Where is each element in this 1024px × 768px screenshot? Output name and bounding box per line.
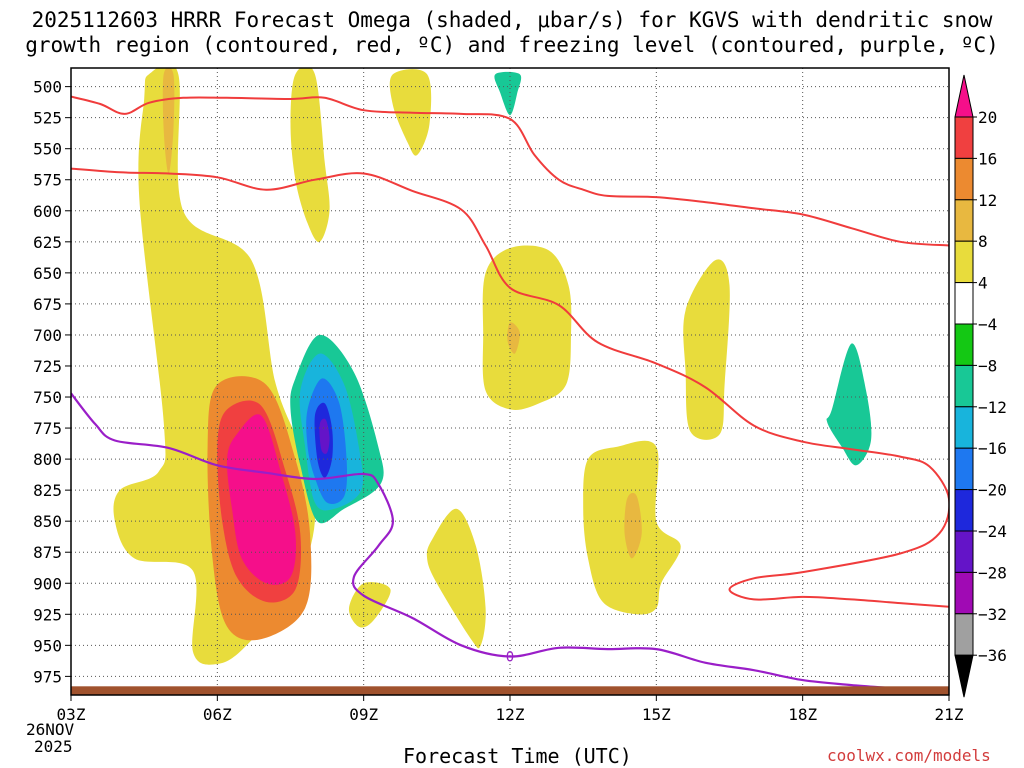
x-tick-label: 12Z [496, 705, 525, 724]
y-tick-label: 750 [33, 388, 62, 407]
colorbar-segment [954, 613, 974, 656]
y-tick-label: 975 [33, 667, 62, 686]
omega-shading [113, 68, 872, 665]
colorbar-top-arrow [954, 74, 974, 118]
colorbar-label: 20 [978, 108, 997, 127]
x-tick-label: 15Z [642, 705, 671, 724]
colorbar-segment [954, 116, 974, 159]
colorbar-label: −20 [978, 481, 1007, 500]
colorbar-segment [954, 406, 974, 449]
y-tick-label: 775 [33, 419, 62, 438]
y-tick-label: 550 [33, 140, 62, 159]
yellow-blob-12z [482, 245, 572, 410]
yellow-upper-streak-08z [290, 68, 330, 243]
y-tick-label: 500 [33, 78, 62, 97]
y-tick-label: 600 [33, 202, 62, 221]
ground-layer [71, 686, 949, 695]
colorbar-label: 8 [978, 232, 988, 251]
y-tick-label: 575 [33, 171, 62, 190]
colorbar-segment [954, 364, 974, 408]
y-tick-label: 650 [33, 264, 62, 283]
chart-title-line-1: 2025112603 HRRR Forecast Omega (shaded, … [31, 8, 993, 32]
x-tick-label: 18Z [788, 705, 817, 724]
colorbar-label: 12 [978, 191, 997, 210]
contour-lines [71, 95, 949, 693]
colorbar-segment [954, 157, 974, 201]
y-tick-label: 625 [33, 233, 62, 252]
y-tick-label: 800 [33, 450, 62, 469]
x-tick-label: 06Z [203, 705, 232, 724]
y-tick-label: 950 [33, 636, 62, 655]
y-tick-label: 725 [33, 357, 62, 376]
y-tick-label: 825 [33, 481, 62, 500]
colorbar-segment [954, 323, 974, 366]
orange-upper-streak [162, 68, 175, 174]
colorbar-label: −12 [978, 398, 1007, 417]
colorbar-label: −16 [978, 439, 1007, 458]
x-tick-label: 09Z [349, 705, 378, 724]
y-tick-label: 700 [33, 326, 62, 345]
colorbar-label: −28 [978, 563, 1007, 582]
y-axis-ticks: 500 525 550 575 600 625 650 675 700 725 750 775 800 8… [33, 78, 71, 686]
y-tick-label: 875 [33, 543, 62, 562]
freezing-level-line [71, 392, 920, 693]
colorbar-segment [954, 282, 974, 325]
x-axis-label: Forecast Time (UTC) [403, 744, 632, 768]
colorbar-label: 4 [978, 274, 988, 293]
darkblue-blob-08z [319, 418, 330, 454]
date-day-label: 26NOV [26, 720, 75, 739]
y-tick-label: 675 [33, 295, 62, 314]
colorbar-label: −4 [978, 315, 997, 334]
watermark-text: coolwx.com/models [827, 746, 991, 765]
green-upper-12z [494, 71, 522, 116]
x-axis-ticks: 03Z 06Z 09Z 12Z 15Z 18Z 21Z [57, 695, 964, 724]
date-year-label: 2025 [34, 737, 73, 756]
colorbar-bottom-arrow [954, 654, 974, 698]
colorbar-segment [954, 571, 974, 615]
colorbar-segment [954, 447, 974, 491]
colorbar: 20 16 12 8 4 −4 −8 −12 −16 −20 −24 −28 −32 −36 [954, 74, 1007, 698]
colorbar-segment [954, 199, 974, 242]
x-tick-label: 21Z [935, 705, 964, 724]
core-magenta [226, 414, 296, 585]
yellow-streak-16z [683, 259, 730, 440]
colorbar-segment [954, 489, 974, 532]
orange-dot-12z [507, 322, 520, 354]
green-blob-19z [826, 343, 872, 466]
colorbar-segment [954, 240, 974, 284]
y-tick-label: 850 [33, 512, 62, 531]
chart-title-line-2: growth region (contoured, red, ºC) and f… [25, 33, 999, 57]
colorbar-label: −24 [978, 522, 1007, 541]
dgz-line-upper [71, 95, 949, 247]
colorbar-label: 16 [978, 149, 997, 168]
ground-terrain [71, 686, 949, 695]
x-tick-label: 03Z [57, 705, 86, 724]
colorbar-label: −8 [978, 356, 997, 375]
colorbar-label: −32 [978, 605, 1007, 624]
y-tick-label: 525 [33, 109, 62, 128]
dgz-line-lower [71, 167, 949, 608]
orange-dot-14z [624, 492, 642, 559]
colorbar-segment [954, 530, 974, 573]
yellow-blob-11z [426, 508, 486, 649]
y-tick-label: 900 [33, 574, 62, 593]
colorbar-label: −36 [978, 646, 1007, 665]
freezing-level-label: 0 [506, 650, 514, 666]
y-tick-label: 925 [33, 605, 62, 624]
